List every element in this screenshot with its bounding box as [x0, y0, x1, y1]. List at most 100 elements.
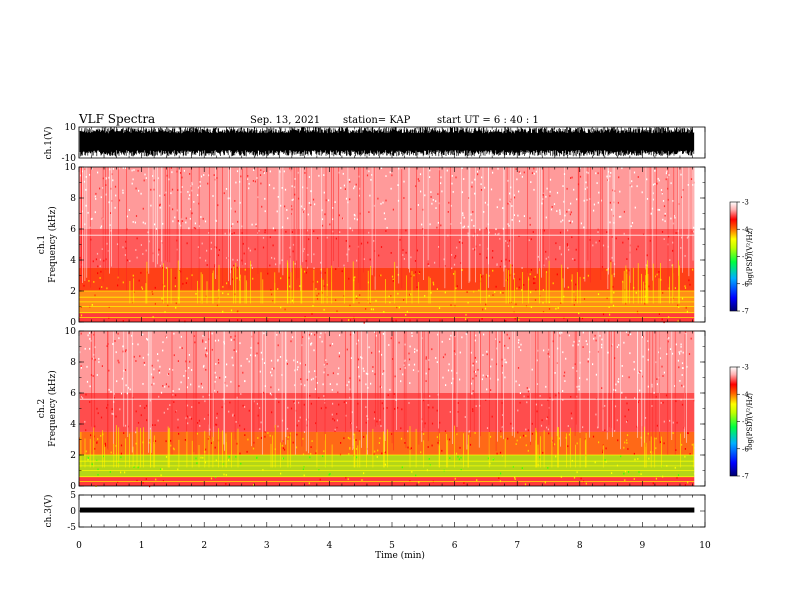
ch1-spec-pixel	[108, 316, 110, 319]
ch2-spec-pixel	[630, 333, 632, 336]
ch2-spec-pixel	[166, 336, 168, 339]
ch1-spec-pixel	[112, 179, 114, 182]
ch2-spec-pixel	[287, 436, 289, 439]
ch2-spec-pixel	[458, 458, 460, 461]
ch2-spec-pixel	[397, 406, 399, 409]
ch1-spec-pixel	[290, 205, 293, 207]
ch2-spec-pixel	[624, 479, 626, 482]
ch2-spec-pixel	[519, 401, 521, 404]
ch1-spec-pixel	[256, 177, 258, 179]
x-tick-label: 6	[452, 541, 458, 551]
ch2-spec-pixel	[531, 432, 533, 435]
ch1-spec-pixel	[597, 228, 599, 231]
ch2-spec-pixel	[110, 390, 112, 393]
ch2-spec-pixel	[228, 410, 230, 413]
ch1-spec-pixel	[302, 250, 304, 253]
ch1-spec-pixel	[535, 170, 537, 173]
ch2-spec-pixel	[279, 356, 282, 358]
ch2-spec-pixel	[351, 411, 353, 414]
ch2-spec-pixel	[572, 344, 574, 347]
ch2-spec-pixel	[282, 447, 285, 450]
ch2-spec-pixel	[183, 375, 185, 377]
ch1-spec-pixel	[100, 270, 102, 273]
ch1-spec-pixel	[492, 250, 494, 252]
ch2-spec-pixel	[260, 437, 263, 439]
ch1-spec-pixel	[509, 301, 511, 304]
ch2-spec-pixel	[681, 443, 683, 446]
ch2-spec-pixel	[472, 390, 474, 392]
ch1-spec-pixel	[365, 308, 367, 310]
ch2-spec-pixel	[349, 437, 351, 440]
ch1-spec-pixel	[521, 289, 523, 291]
ch2-spec-pixel	[190, 417, 193, 420]
ch1-spec-pixel	[609, 221, 611, 224]
ch2-spec-pixel	[490, 365, 492, 368]
ch1-spec-pixel	[154, 302, 156, 305]
ch1-spec-pixel	[688, 279, 690, 282]
ch1-spec-pixel	[162, 267, 164, 269]
ch1-spec-pixel	[494, 233, 496, 235]
ch1-spec-pixel	[380, 202, 382, 205]
ch2-spec-pixel	[292, 441, 294, 444]
ch2-spec-pixel	[80, 332, 82, 335]
ch2-spec-pixel	[299, 362, 301, 365]
ch1-spec-pixel	[530, 306, 532, 308]
ch1-spec-pixel	[559, 211, 561, 213]
ch1-spec-pixel	[533, 172, 535, 175]
ch1-spec-pixel	[110, 229, 112, 232]
ch1-spec-pixel	[692, 268, 694, 271]
ch2-spec-pixel	[331, 343, 334, 345]
ch2-spec-pixel	[457, 455, 459, 458]
ch2-spec-pixel	[417, 370, 420, 373]
ch1-spec-pixel	[586, 171, 588, 174]
ch2-spec-pixel	[87, 334, 89, 337]
ch2-spec-pixel	[338, 352, 340, 354]
ch1-spec-pixel	[670, 217, 672, 220]
ch2-spec-pixel	[230, 339, 232, 341]
ch1-spec-pixel	[116, 243, 119, 246]
ch2-spec-pixel	[235, 350, 237, 353]
ch1-spec-pixel	[563, 200, 565, 203]
ch1-spec-pixel	[234, 293, 236, 296]
ch1-spec-pixel	[98, 287, 101, 290]
ch1-spec-pixel	[481, 176, 483, 179]
ch2-spec-pixel	[296, 361, 299, 363]
ch1-waveform-trace	[79, 127, 695, 157]
ch2-spec-pixel	[375, 334, 377, 337]
ch1-spec-pixel	[90, 218, 92, 220]
ch1-spec-pixel	[531, 172, 533, 174]
ch2-spec-pixel	[291, 336, 294, 339]
ch2-spec-pixel	[260, 351, 262, 354]
ch2-spec-pixel	[302, 437, 304, 440]
ch2-spec-pixel	[170, 444, 172, 447]
ch2-spec-pixel	[389, 388, 391, 391]
ch1-spec-pixel	[533, 277, 535, 280]
ch2-spec-pixel	[142, 481, 144, 484]
ch2-spec-pixel	[571, 459, 573, 462]
ch1-spec-pixel	[670, 182, 672, 185]
ch2-spec-pixel	[311, 440, 313, 442]
ch2-spec-pixel	[172, 447, 175, 450]
ch1-spec-pixel	[439, 319, 441, 322]
ch1-spec-pixel	[344, 188, 346, 190]
ch1-spec-pixel	[566, 187, 568, 190]
ch2-spec-pixel	[303, 474, 305, 477]
ch1-spec-pixel	[451, 254, 453, 256]
ch2-spec-pixel	[210, 442, 213, 444]
ch1-spec-pixel	[559, 247, 561, 250]
ch1-spec-pixel	[289, 285, 291, 288]
ch2-spec-pixel	[496, 363, 498, 366]
ch2-spec-pixel	[216, 423, 218, 426]
ch1-spec-pixel	[343, 264, 345, 267]
ch2-spec-pixel	[146, 337, 148, 340]
ch1-spec-pixel	[370, 178, 372, 181]
ch1-spec-pixel	[508, 224, 510, 227]
ch2-spec-pixel	[178, 388, 180, 391]
ch2-spec-pixel	[187, 377, 189, 379]
ch1-spec-pixel	[646, 254, 648, 257]
ch2-spec-pixel	[669, 419, 671, 422]
ch2-spec-pixel	[91, 463, 93, 466]
ch2-spec-pixel	[185, 417, 187, 420]
ch2-spec-pixel	[142, 383, 144, 385]
